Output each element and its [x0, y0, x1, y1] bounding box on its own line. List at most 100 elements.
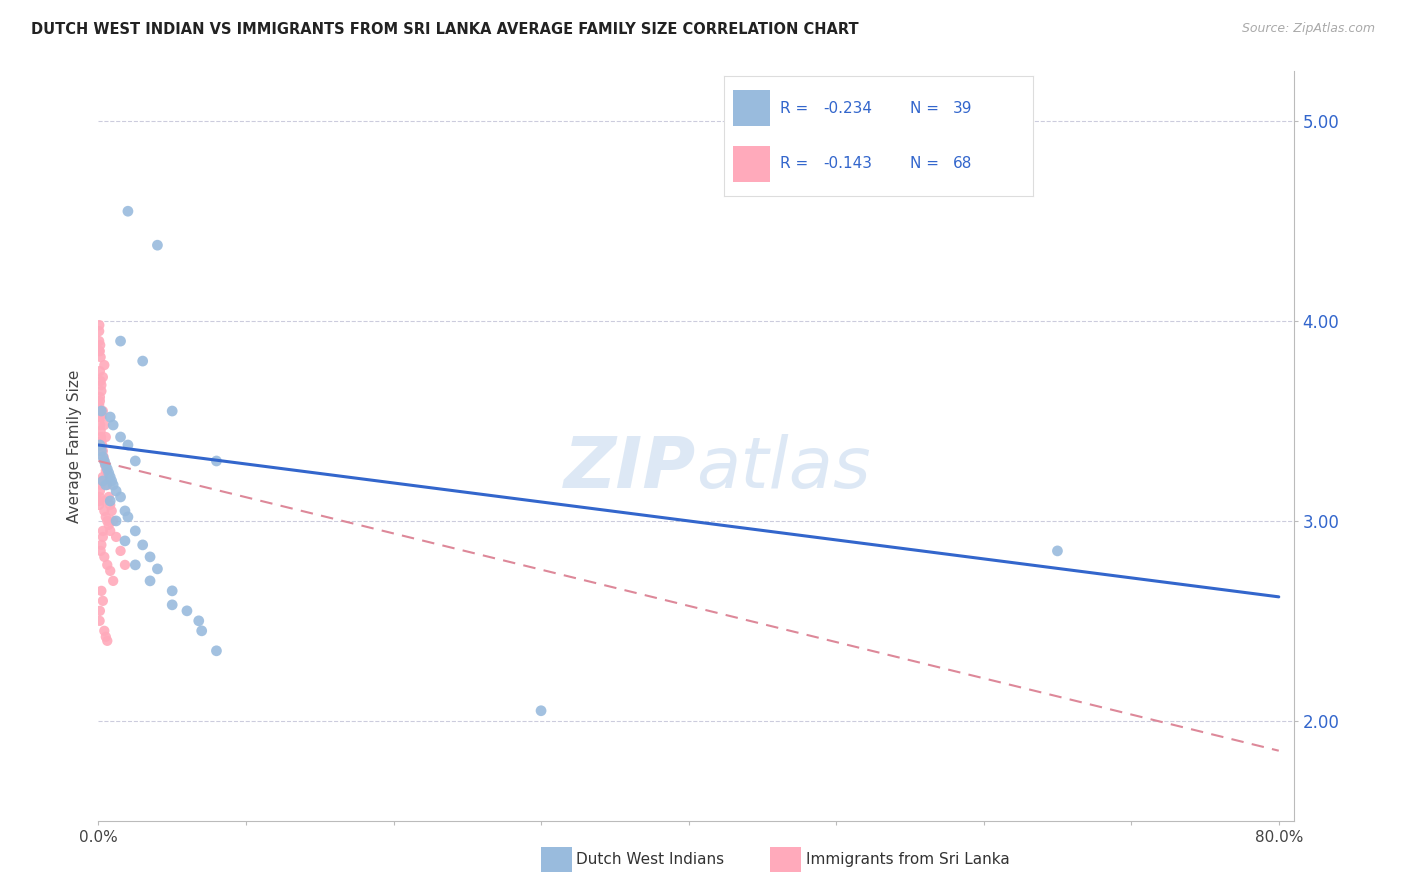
Point: [91, 524, 114, 538]
Point: [90, 404, 112, 418]
Y-axis label: Average Family Size: Average Family Size: [67, 369, 83, 523]
Point: [89, 614, 111, 628]
Point: [93, 417, 115, 432]
Point: [94, 458, 117, 472]
Point: [100, 474, 122, 488]
Point: [89, 364, 111, 378]
Text: ZIP: ZIP: [564, 434, 696, 503]
Point: [114, 558, 136, 572]
Point: [89, 344, 111, 359]
Point: [160, 404, 183, 418]
Point: [94, 478, 117, 492]
Text: atlas: atlas: [696, 434, 870, 503]
Point: [98, 564, 121, 578]
Point: [90, 430, 112, 444]
Point: [97, 517, 120, 532]
Point: [160, 598, 183, 612]
Point: [89, 498, 111, 512]
Point: [205, 454, 228, 468]
Point: [110, 334, 132, 348]
Point: [94, 430, 117, 444]
Point: [93, 358, 115, 372]
Point: [98, 524, 121, 538]
Point: [89, 318, 111, 332]
Point: [91, 404, 114, 418]
Point: [90, 434, 112, 448]
Bar: [734, 90, 770, 127]
Point: [89, 324, 111, 338]
Text: Source: ZipAtlas.com: Source: ZipAtlas.com: [1241, 22, 1375, 36]
Point: [101, 574, 124, 588]
Point: [89, 338, 111, 352]
Point: [530, 704, 553, 718]
Text: R =: R =: [780, 156, 813, 171]
Point: [96, 558, 118, 572]
Point: [91, 444, 114, 458]
Point: [146, 238, 169, 252]
Text: -0.143: -0.143: [823, 156, 872, 171]
Point: [90, 410, 112, 425]
Point: [1046, 544, 1069, 558]
Point: [90, 350, 112, 364]
Point: [96, 478, 118, 492]
Point: [96, 462, 118, 476]
Point: [90, 538, 112, 552]
Point: [91, 474, 114, 488]
Bar: [734, 145, 770, 182]
Point: [93, 454, 115, 468]
Point: [97, 466, 120, 480]
Point: [93, 624, 115, 638]
Point: [105, 483, 128, 498]
Point: [124, 558, 146, 572]
Point: [89, 390, 111, 404]
Point: [117, 510, 139, 524]
Point: [190, 624, 212, 638]
Point: [101, 417, 124, 432]
Point: [98, 470, 121, 484]
Point: [89, 604, 111, 618]
Point: [98, 494, 121, 508]
Point: [91, 370, 114, 384]
Point: [94, 630, 117, 644]
Point: [110, 544, 132, 558]
Text: -0.234: -0.234: [823, 101, 872, 116]
Point: [105, 530, 128, 544]
Point: [131, 538, 153, 552]
Point: [124, 524, 146, 538]
Point: [146, 562, 169, 576]
Point: [89, 394, 111, 409]
Point: [90, 474, 112, 488]
Point: [90, 583, 112, 598]
Point: [96, 633, 118, 648]
Point: [93, 450, 115, 464]
Point: [97, 490, 120, 504]
Point: [117, 438, 139, 452]
Point: [90, 544, 112, 558]
Point: [90, 378, 112, 392]
Text: N =: N =: [910, 156, 943, 171]
Text: N =: N =: [910, 101, 943, 116]
Point: [89, 334, 111, 348]
Point: [101, 478, 124, 492]
Point: [187, 614, 209, 628]
Point: [110, 490, 132, 504]
Point: [114, 533, 136, 548]
Point: [89, 344, 111, 359]
Point: [101, 514, 124, 528]
Point: [124, 454, 146, 468]
Point: [89, 404, 111, 418]
Point: [114, 504, 136, 518]
Point: [90, 384, 112, 398]
Text: 39: 39: [953, 101, 973, 116]
Point: [94, 458, 117, 472]
Point: [91, 594, 114, 608]
Point: [91, 438, 114, 452]
Point: [89, 417, 111, 432]
Text: R =: R =: [780, 101, 813, 116]
Point: [100, 504, 122, 518]
Point: [89, 438, 111, 452]
Point: [131, 354, 153, 368]
Point: [89, 494, 111, 508]
Point: [90, 478, 112, 492]
Point: [94, 464, 117, 478]
